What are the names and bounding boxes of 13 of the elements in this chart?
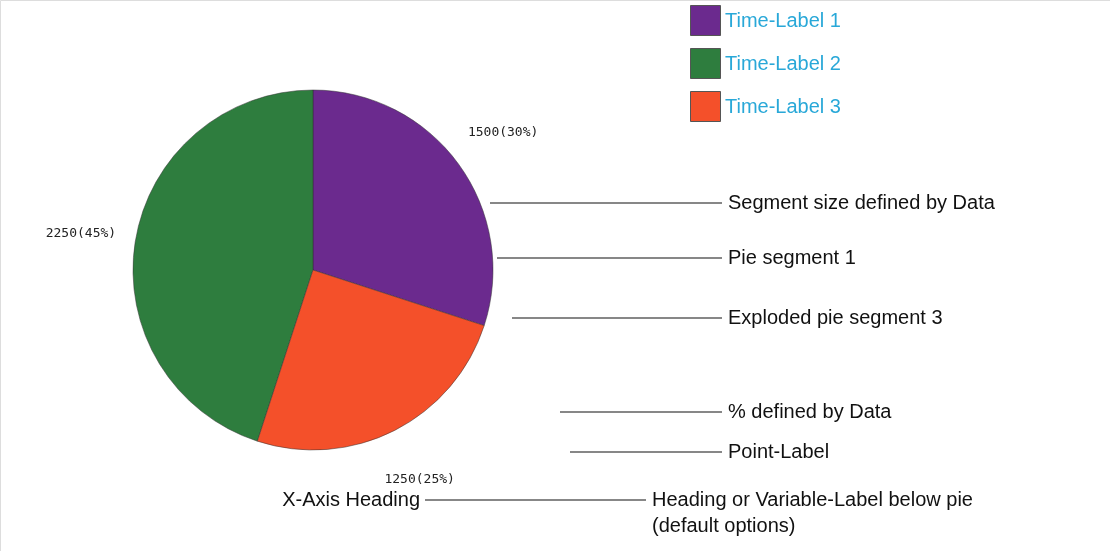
data-label: 1500(30%) (467, 123, 539, 139)
text: % defined by Data (728, 400, 893, 422)
data-label: 2250(45%) (45, 225, 117, 241)
data-label: 1250(25%) (384, 471, 455, 487)
text: Pie segment 1 (728, 246, 856, 268)
text: Point-Label (728, 440, 830, 462)
text: X-Axis Heading (282, 488, 420, 510)
legend-label: Time-Label 3 (725, 94, 841, 117)
text: Segment size defined by Data (728, 191, 996, 213)
text: Heading or Variable-Label below pie (default options) (652, 488, 973, 536)
legend-label: Time-Label 2 (725, 51, 841, 74)
text: Exploded pie segment 3 (728, 306, 943, 328)
legend-label: Time-Label 1 (725, 8, 841, 31)
